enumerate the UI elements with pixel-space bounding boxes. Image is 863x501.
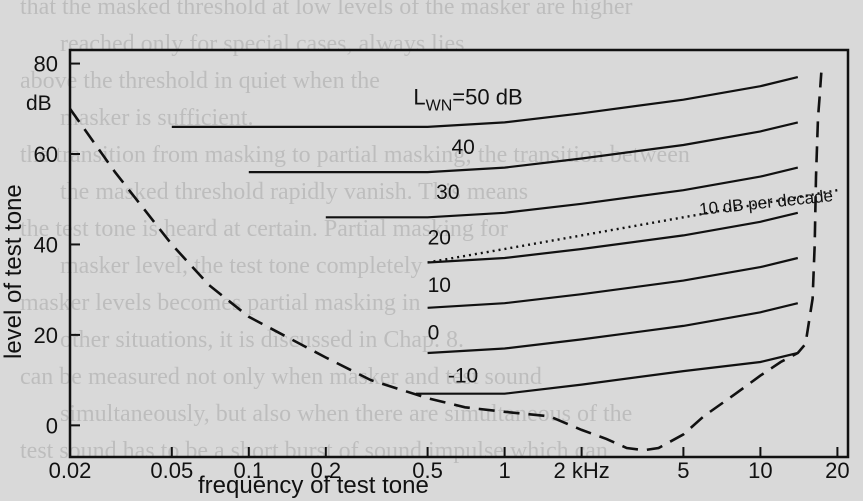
y-axis-ticks: 0 20 40 60 80	[34, 52, 80, 438]
plot-frame	[68, 48, 850, 459]
series-line-4	[427, 256, 799, 309]
y-axis-label: level of test tone	[0, 184, 27, 359]
x-tick-label: 0.05	[150, 458, 193, 483]
series-line-2	[325, 166, 799, 219]
x-tick-label: 0.5	[412, 458, 443, 483]
series-line-1	[248, 121, 799, 174]
series-annotation: 30	[436, 181, 459, 204]
x-axis-ticks: 0.02 0.05 0.1 0.2 0.5 1 2 kHz 5 10 20	[49, 447, 850, 483]
y-tick-label: 60	[34, 142, 58, 167]
x-tick-label: 20	[825, 458, 849, 483]
series-line-5	[427, 302, 799, 355]
series-annotation: -10	[448, 364, 478, 387]
x-tick-label: 10	[748, 458, 772, 483]
x-tick-label: 2 kHz	[553, 458, 609, 483]
series-layer	[68, 72, 838, 452]
x-axis-label: frequency of test tone	[198, 472, 429, 499]
x-tick-label: 1	[498, 458, 510, 483]
x-tick-label: 0.1	[234, 458, 265, 483]
x-tick-label: 0.02	[49, 458, 92, 483]
y-tick-label: 40	[34, 232, 58, 257]
series-annotation: 10 dB per decade	[698, 186, 833, 219]
x-tick-label: 5	[677, 458, 689, 483]
y-tick-label: 0	[46, 413, 58, 438]
series-annotation: 10	[428, 274, 451, 297]
series-annotation: LWN=50 dB	[413, 84, 522, 114]
series-line-0	[171, 76, 799, 128]
y-tick-label: 20	[34, 323, 58, 348]
y-unit-label: dB	[26, 92, 52, 115]
series-annotation: 0	[428, 321, 440, 344]
series-annotation: 40	[451, 136, 474, 159]
series-annotation: 20	[428, 226, 451, 249]
series-line-6	[415, 351, 799, 395]
y-tick-label: 80	[34, 52, 58, 77]
series-line-7	[68, 72, 823, 452]
series-line-3	[427, 211, 799, 264]
x-tick-label: 0.2	[311, 458, 342, 483]
